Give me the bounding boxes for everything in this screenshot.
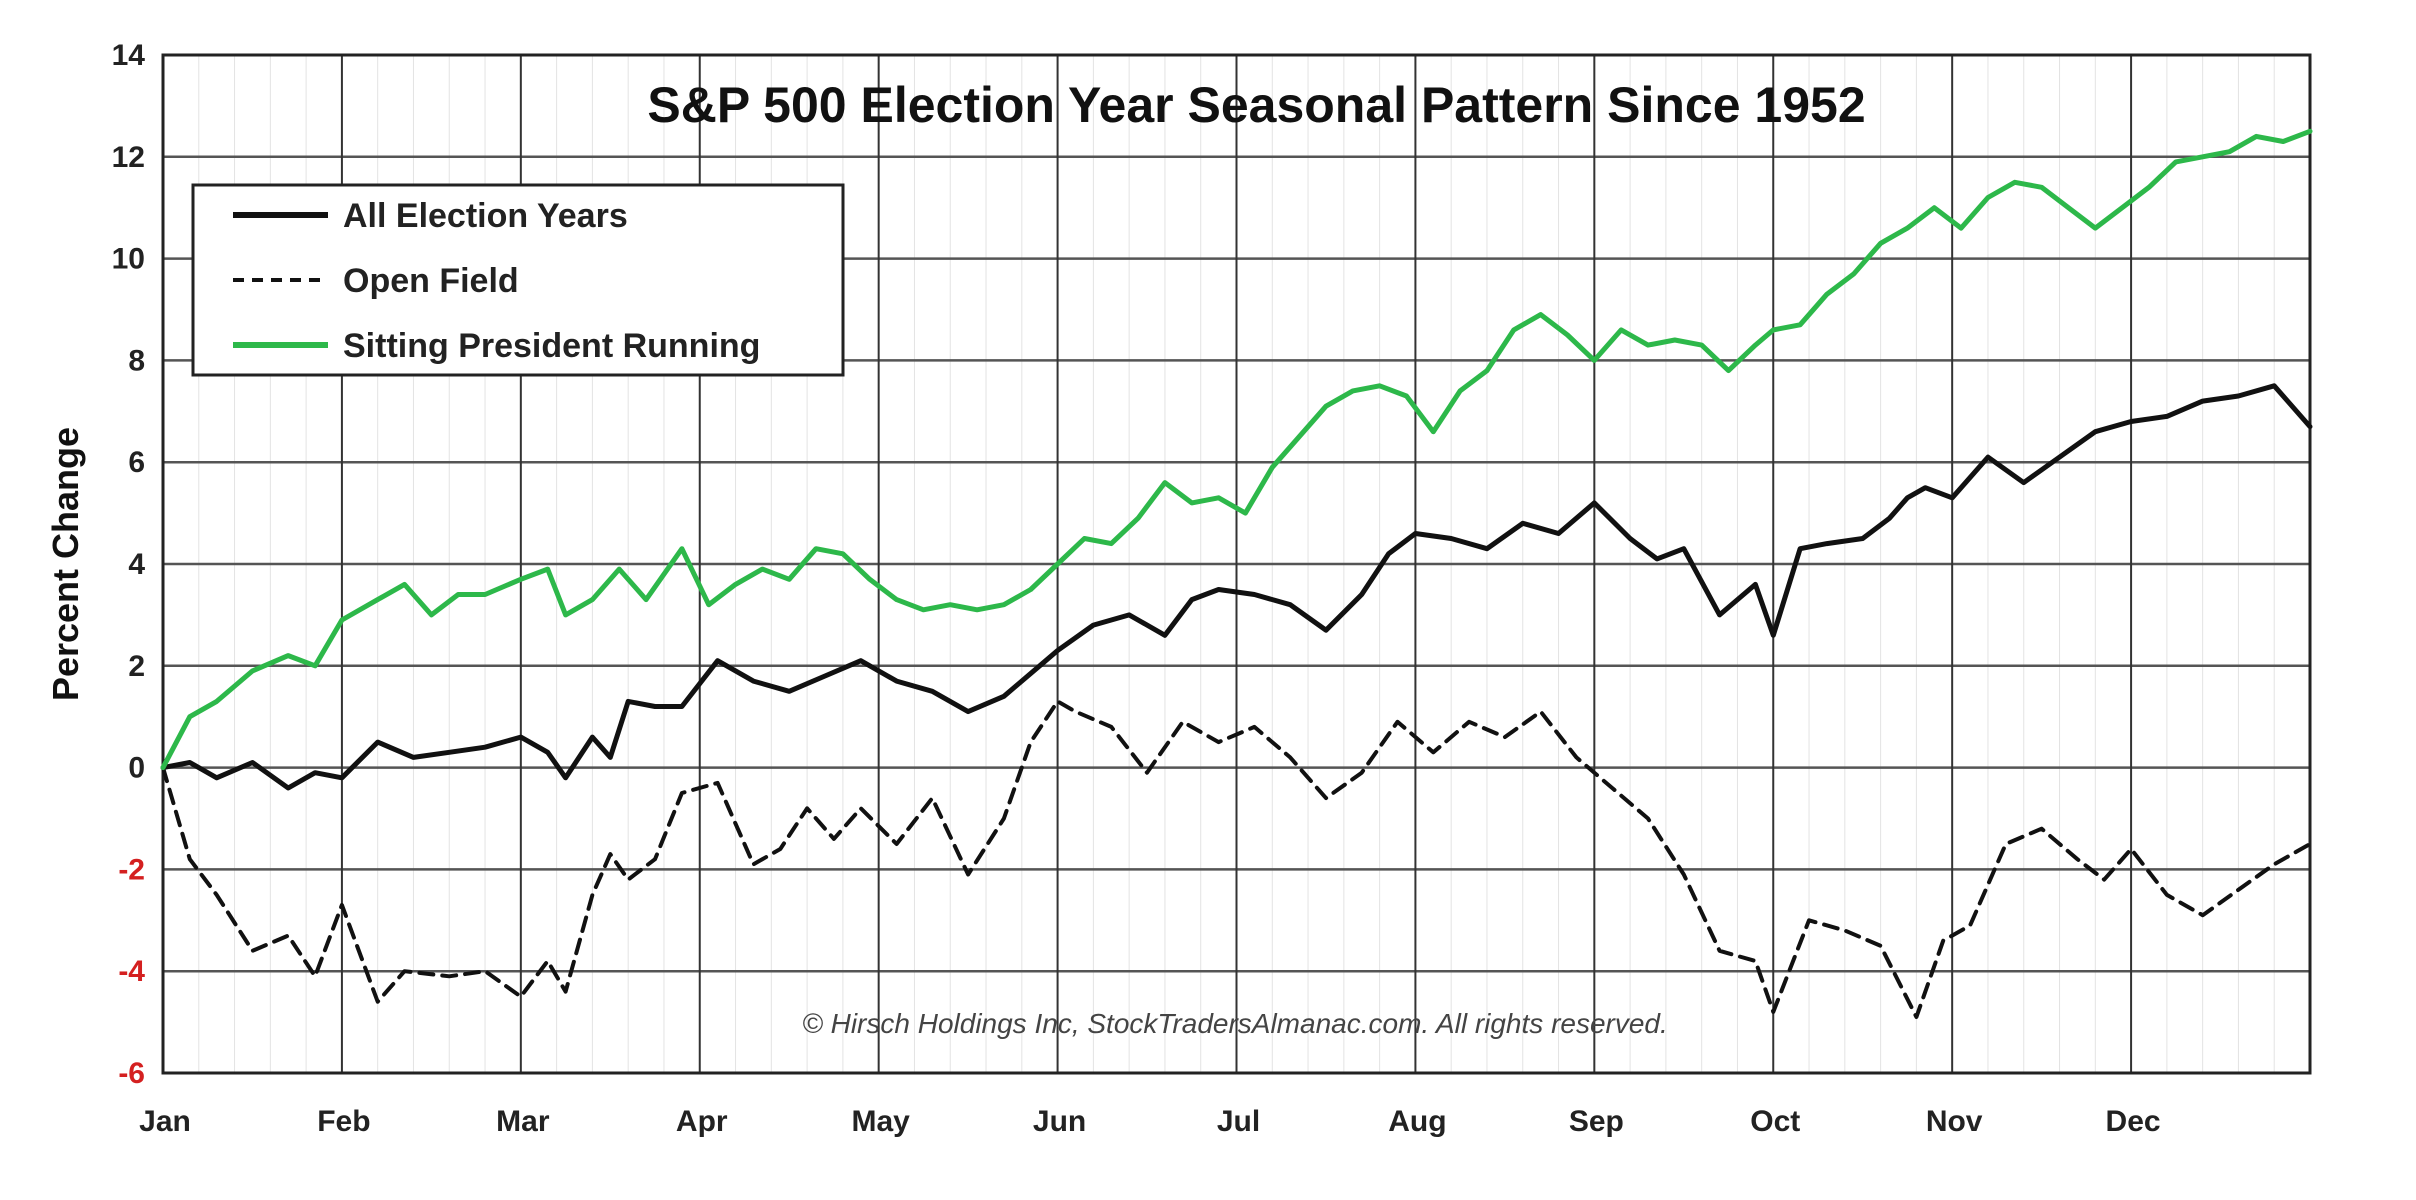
x-tick-label: Nov xyxy=(1926,1105,1983,1138)
y-tick-label: -2 xyxy=(118,853,145,886)
x-tick-label: Aug xyxy=(1388,1105,1446,1138)
x-tick-label: Feb xyxy=(317,1105,370,1138)
y-tick-label: 4 xyxy=(128,548,145,581)
x-tick-label: Mar xyxy=(496,1105,550,1138)
x-tick-label: Jun xyxy=(1033,1105,1086,1138)
y-tick-label: 14 xyxy=(112,39,146,72)
series-line-open-field xyxy=(161,699,2312,1019)
x-tick-label: Jan xyxy=(139,1105,191,1138)
x-tick-label: Jul xyxy=(1217,1105,1260,1138)
y-tick-label: 8 xyxy=(128,344,145,377)
y-axis-label: Percent Change xyxy=(45,427,86,701)
series-layer xyxy=(160,128,2313,1019)
series-line-all-election-years xyxy=(160,383,2313,791)
y-tick-label: 10 xyxy=(112,243,145,276)
copyright-credit: © Hirsch Holdings Inc, StockTradersAlman… xyxy=(802,1008,1668,1039)
chart-title: S&P 500 Election Year Seasonal Pattern S… xyxy=(647,77,1865,133)
y-tick-label: 0 xyxy=(128,752,145,785)
legend-label-all-election-years: All Election Years xyxy=(343,197,628,235)
x-tick-label: May xyxy=(851,1105,910,1138)
legend: All Election Years Open Field Sitting Pr… xyxy=(191,183,845,377)
x-tick-label: Dec xyxy=(2106,1105,2161,1138)
legend-label-open-field: Open Field xyxy=(343,262,519,300)
x-tick-label: Sep xyxy=(1569,1105,1624,1138)
x-tick-label: Apr xyxy=(676,1105,728,1138)
y-tick-label: 6 xyxy=(128,446,145,479)
y-tick-label: -4 xyxy=(118,955,145,988)
y-tick-label: 2 xyxy=(128,650,145,683)
x-tick-label: Oct xyxy=(1750,1105,1800,1138)
x-tick-labels: Jan Feb Mar Apr May Jun Jul Aug Sep Oct Nov Dec xyxy=(139,1105,2160,1138)
series-line-sitting-president-running xyxy=(160,128,2313,771)
legend-label-sitting-president-running: Sitting President Running xyxy=(343,327,760,365)
plot-frame xyxy=(161,53,2312,1075)
y-tick-label: 12 xyxy=(112,141,145,174)
y-tick-labels: 14 12 10 8 6 4 2 0 -2 -4 -6 xyxy=(112,39,146,1090)
y-tick-label: -6 xyxy=(118,1057,145,1090)
